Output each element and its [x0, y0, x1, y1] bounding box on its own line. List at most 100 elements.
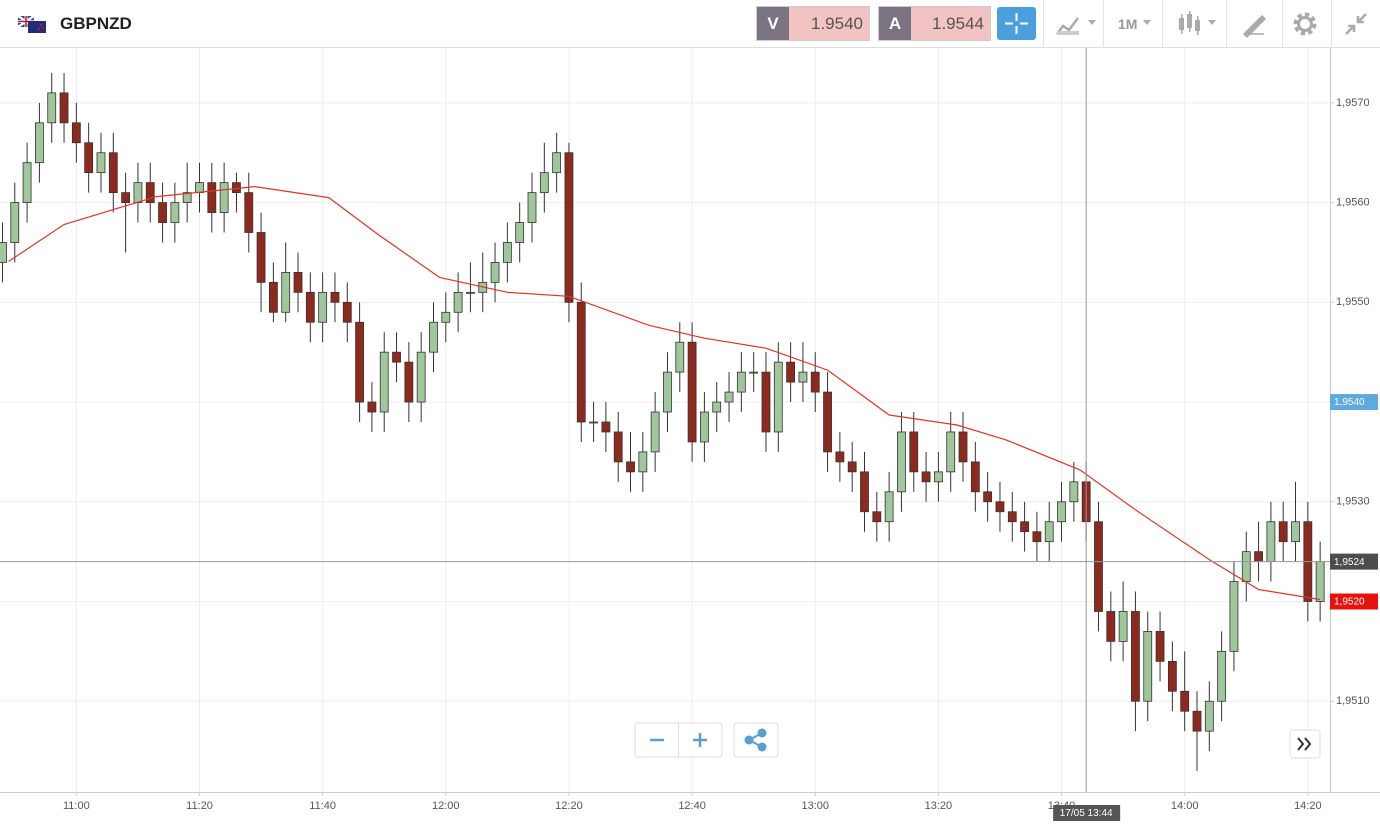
share-button[interactable] — [733, 722, 779, 758]
candle-body — [847, 461, 857, 473]
candle-body — [342, 301, 352, 323]
price-marker — [1330, 394, 1378, 411]
candle-body — [539, 172, 549, 194]
crosshair-icon — [1005, 13, 1028, 34]
candle-body — [490, 262, 500, 283]
draw-icon[interactable] — [1242, 14, 1267, 39]
collapse-icon[interactable] — [1345, 13, 1367, 35]
candle-body — [1094, 521, 1103, 612]
candle-body — [0, 242, 7, 263]
candle-body — [860, 471, 869, 513]
candle-body — [1155, 631, 1165, 662]
candle-body — [182, 192, 192, 203]
candle-body — [1118, 611, 1128, 642]
candle-body — [1180, 690, 1190, 712]
candle-body — [1291, 521, 1300, 543]
x-tick-label: 13:00 — [801, 800, 829, 812]
x-tick-label: 11:40 — [309, 800, 336, 812]
candle-body — [268, 281, 278, 313]
candle-body — [736, 371, 746, 393]
candle-body — [416, 351, 426, 403]
ask-price: 1.9544 — [911, 7, 990, 40]
candle-body — [835, 451, 845, 463]
x-tick-label: 12:20 — [555, 800, 583, 812]
candle-body — [663, 371, 672, 413]
candle-body — [995, 501, 1005, 513]
candle-body — [305, 291, 315, 323]
candle-body — [1315, 561, 1325, 602]
candle-body — [946, 431, 956, 473]
scroll-right-button[interactable] — [1289, 729, 1321, 759]
candle-body — [724, 391, 734, 403]
bid-label: V — [757, 7, 789, 40]
candle-body — [761, 371, 771, 433]
settings-icon[interactable] — [1293, 12, 1317, 36]
candle-body — [281, 271, 291, 313]
candle-body — [170, 202, 180, 223]
candle-body — [1204, 700, 1214, 732]
candle-body — [10, 202, 20, 243]
candle-body — [1167, 660, 1177, 692]
y-tick-label: 1,9530 — [1336, 496, 1370, 508]
candle-body — [453, 291, 463, 313]
candle-body — [96, 152, 106, 174]
candle-body — [687, 341, 697, 443]
candle-type-icon[interactable] — [1179, 11, 1216, 35]
candle-body — [700, 411, 709, 443]
candle-body — [404, 361, 414, 403]
candle-body — [1007, 511, 1017, 523]
candle-body — [59, 92, 69, 124]
candle-body — [675, 341, 685, 373]
candle-body — [355, 321, 364, 403]
share-icon — [744, 728, 767, 752]
candle-body — [219, 182, 229, 213]
crosshair-x-label: 17/05 13:44 — [1060, 808, 1113, 819]
candle-body — [379, 351, 389, 413]
candle-body — [564, 152, 574, 303]
chart-type-icon[interactable] — [1056, 17, 1096, 35]
candle-body — [1143, 631, 1153, 702]
candle-body — [1241, 551, 1251, 582]
price-marker-label: 1,9540 — [1334, 397, 1365, 408]
double-arrow-icon — [1297, 737, 1312, 751]
candle-body — [589, 421, 598, 424]
crosshair-button[interactable] — [997, 7, 1036, 40]
candle-body — [1278, 521, 1288, 543]
candle-body — [626, 461, 635, 473]
candle-body — [330, 291, 340, 303]
candle-body — [47, 92, 57, 124]
crosshair-x-box — [1053, 805, 1121, 821]
ask-label: A — [879, 7, 911, 40]
candle-body — [921, 471, 931, 483]
candle-body — [1044, 521, 1054, 543]
y-tick-label: 1,9550 — [1336, 296, 1370, 308]
candle-body — [244, 192, 254, 233]
bid-button[interactable]: V 1.9540 — [756, 6, 870, 41]
candle-body — [158, 202, 167, 223]
x-tick-label: 14:00 — [1171, 800, 1199, 812]
crosshair-y-label: 1,9524 — [1334, 557, 1365, 568]
ask-button[interactable]: A 1.9544 — [878, 6, 991, 41]
x-tick-label: 12:00 — [432, 800, 460, 812]
candle-body — [638, 451, 648, 473]
candle-body — [71, 122, 81, 144]
candle-body — [798, 371, 808, 383]
symbol: GBPNZD — [60, 14, 132, 33]
timeframe[interactable]: 1M — [1118, 16, 1138, 32]
candle-body — [601, 421, 611, 433]
candle-body — [527, 192, 537, 223]
flag-icon — [18, 16, 46, 33]
candle-body — [145, 182, 155, 203]
candle-body — [318, 291, 328, 323]
candle-body — [195, 182, 204, 194]
candle-body — [515, 222, 525, 243]
price-marker-label: 1,9520 — [1334, 597, 1365, 608]
candle-body — [712, 401, 722, 413]
candle-body — [1266, 521, 1276, 563]
candle-body — [429, 321, 438, 353]
bid-price: 1.9540 — [789, 7, 869, 40]
candle-body — [897, 431, 906, 493]
candle-body — [884, 491, 894, 523]
candle-body — [84, 142, 94, 174]
